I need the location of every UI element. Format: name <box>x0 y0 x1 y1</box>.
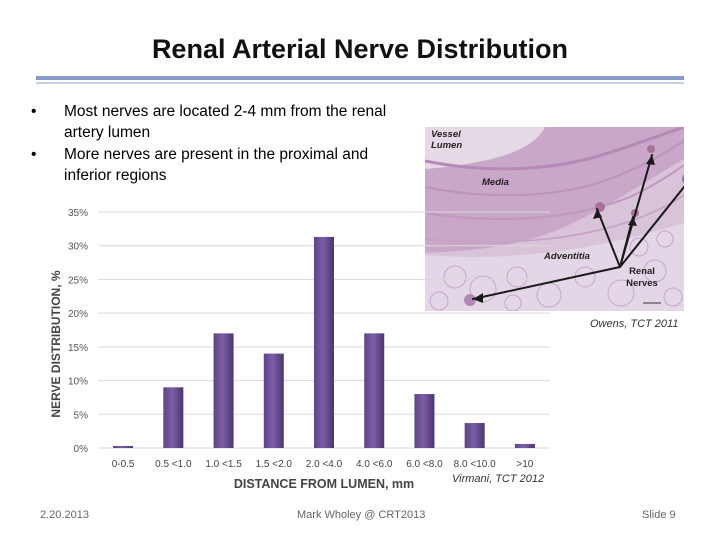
slide-title: Renal Arterial Nerve Distribution <box>151 34 569 64</box>
x-tick-label: 6.0 <8.0 <box>406 459 443 470</box>
y-tick-label: 5% <box>74 410 89 421</box>
bullet-dot: • <box>31 103 37 120</box>
bar <box>464 423 485 448</box>
y-tick-label: 0% <box>74 444 89 455</box>
x-tick-label: 1.0 <1.5 <box>205 459 242 470</box>
y-tick-label: 30% <box>68 242 88 253</box>
title-divider-thin <box>36 82 684 84</box>
y-tick-label: 10% <box>68 377 88 388</box>
y-axis-title: NERVE DISTRIBUTION, % <box>49 270 63 417</box>
bar <box>414 394 435 448</box>
bar <box>263 353 284 448</box>
bullet-list: • Most nerves are located 2-4 mm from th… <box>28 101 418 187</box>
y-tick-label: 35% <box>68 208 88 219</box>
x-tick-label: 0.5 <1.0 <box>155 459 192 470</box>
bar <box>514 443 535 448</box>
x-tick-label: >10 <box>516 459 533 470</box>
y-tick-label: 25% <box>68 275 88 286</box>
y-tick-label: 15% <box>68 343 88 354</box>
label-vessel-lumen: Vessel Lumen <box>431 129 463 151</box>
label-media: Media <box>482 177 509 188</box>
bar-chart: 0% 5% 10% 15% 20% 25% 30% 35% 0-0.5 0.5 <1.0 1.0 <… <box>40 200 560 500</box>
bar-chart-svg: 0% 5% 10% 15% 20% 25% 30% 35% 0-0.5 0.5 <1.0 1.0 <… <box>49 208 550 491</box>
label-renal-nerves: Renal Nerves <box>626 266 658 289</box>
y-tick-label: 20% <box>68 309 88 320</box>
chart-credit: Virmani, TCT 2012 <box>452 473 545 485</box>
bullet-text: More nerves are present in the proximal … <box>64 146 369 184</box>
bullet-item: • More nerves are present in the proxima… <box>28 144 418 186</box>
x-tick-label: 1.5 <2.0 <box>256 459 293 470</box>
histology-image <box>425 127 684 311</box>
footer-center: Mark Wholey @ CRT2013 <box>297 509 426 521</box>
x-tick-label: 2.0 <4.0 <box>306 459 343 470</box>
x-axis-title: DISTANCE FROM LUMEN, mm <box>234 477 414 491</box>
bullet-item: • Most nerves are located 2-4 mm from th… <box>28 101 418 143</box>
x-tick-label: 0-0.5 <box>112 459 135 470</box>
bar <box>163 387 184 448</box>
label-adventitia: Adventitia <box>544 251 590 262</box>
footer-date: 2.20.2013 <box>40 509 89 521</box>
x-tick-label: 4.0 <6.0 <box>356 459 393 470</box>
title-divider <box>36 76 684 80</box>
bar <box>213 333 234 448</box>
bar <box>113 445 134 448</box>
slide-number: Slide 9 <box>642 509 676 521</box>
histology-image-svg <box>425 127 684 311</box>
bullet-dot: • <box>31 146 37 163</box>
image-credit: Owens, TCT 2011 <box>590 318 679 330</box>
bar <box>314 236 334 448</box>
x-tick-label: 8.0 <10.0 <box>454 459 496 470</box>
bar <box>364 333 385 448</box>
bullet-text: Most nerves are located 2-4 mm from the … <box>64 103 387 141</box>
